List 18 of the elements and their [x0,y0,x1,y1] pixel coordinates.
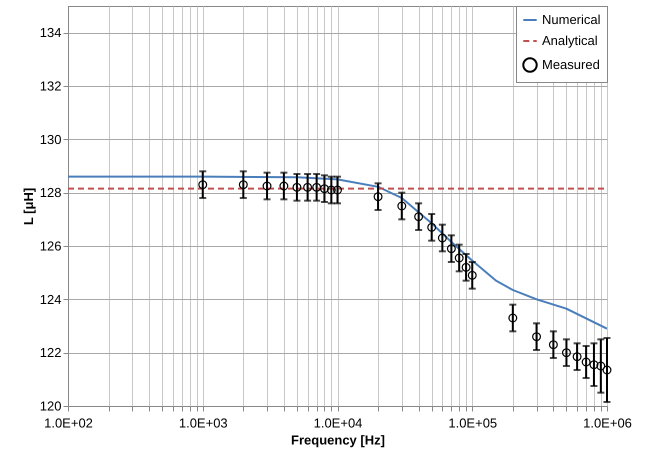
y-tick-label: 126 [40,238,62,254]
legend-label: Analytical [542,33,598,48]
y-tick-label: 134 [40,25,62,40]
x-tick-label: 1.0E+04 [314,416,362,430]
y-tick-label: 124 [40,292,62,307]
x-tick-label: 1.0E+02 [44,416,93,430]
y-tick-label: 120 [40,398,62,414]
x-tick-label: 1.0E+05 [448,416,498,430]
y-tick-label: 122 [40,345,62,360]
x-tick-label: 1.0E+03 [178,416,228,430]
legend-label: Numerical [542,12,601,27]
y-tick-label: 130 [40,132,62,147]
y-tick-label: 132 [40,78,62,94]
legend-label: Measured [542,57,600,72]
x-axis-title: Frequency [Hz] [291,432,385,448]
y-axis-title: L [μH] [20,188,36,226]
y-tick-label: 128 [40,185,62,200]
x-tick-label: 1.0E+06 [583,416,632,430]
